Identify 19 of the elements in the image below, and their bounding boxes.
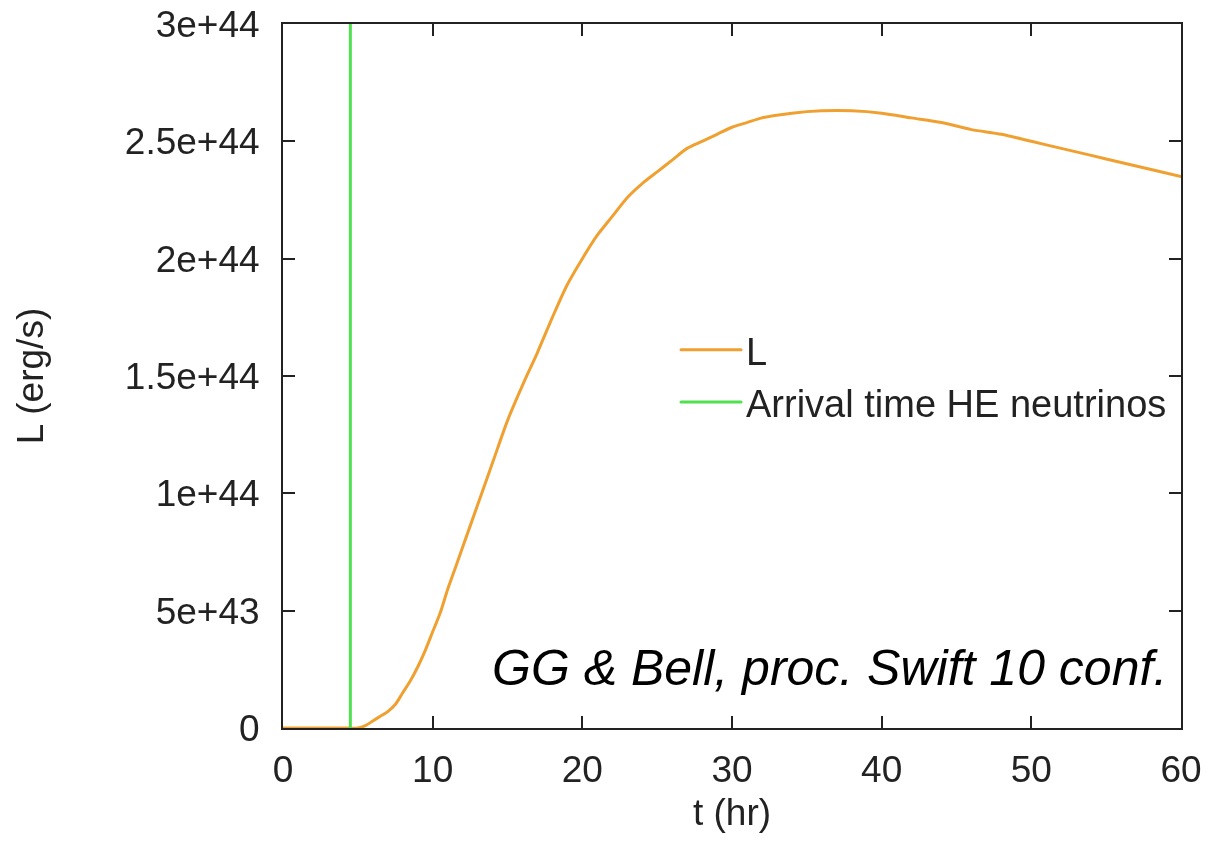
y-tick-label: 2.5e+44 [124, 121, 260, 163]
y-tick-label: 0 [239, 707, 260, 749]
annotation: GG & Bell, proc. Swift 10 conf. [492, 640, 1168, 696]
y-axis-title: L (erg/s) [9, 307, 51, 445]
y-tick-label: 1.5e+44 [124, 355, 260, 397]
x-axis-title: t (hr) [692, 792, 772, 834]
y-tick-label: 3e+44 [155, 3, 260, 45]
y-tick-label: 5e+43 [155, 590, 260, 632]
legend-label: L [746, 330, 768, 373]
x-tick-label: 60 [1160, 749, 1202, 791]
y-tick-label: 2e+44 [155, 238, 260, 280]
y-tick-label: 1e+44 [155, 473, 260, 515]
legend-label: Arrival time HE neutrinos [746, 382, 1167, 425]
x-tick-label: 40 [861, 749, 903, 791]
x-tick-label: 50 [1010, 749, 1052, 791]
x-tick-label: 30 [711, 749, 753, 791]
x-tick-label: 20 [561, 749, 603, 791]
x-tick-label: 0 [272, 749, 294, 791]
x-tick-label: 10 [412, 749, 454, 791]
